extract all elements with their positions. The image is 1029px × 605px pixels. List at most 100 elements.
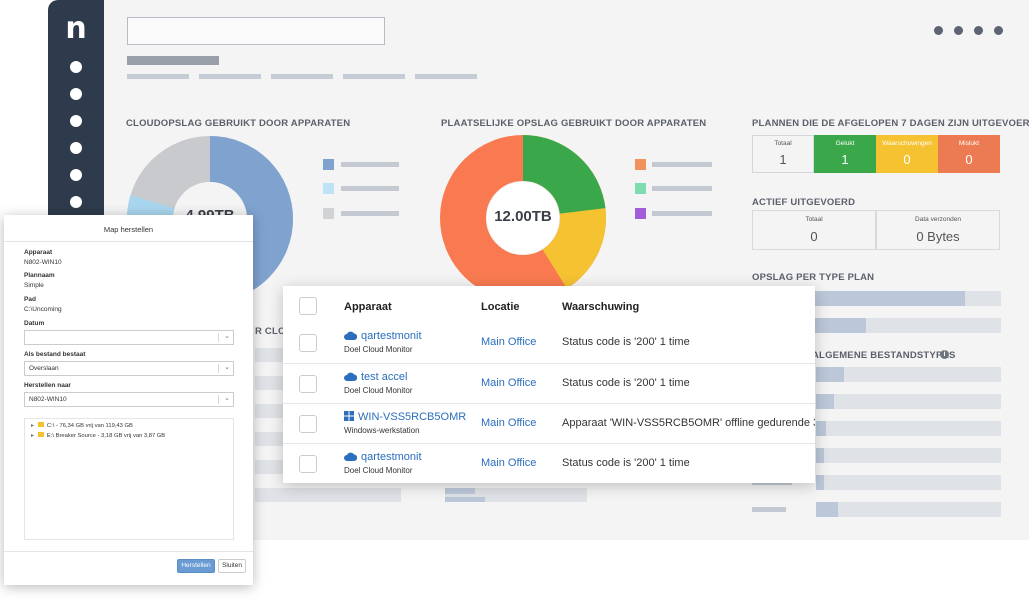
if-exists-select[interactable]: Overslaan ⌄ xyxy=(24,361,234,376)
bar-track xyxy=(255,432,283,446)
legend-swatch xyxy=(323,183,334,194)
chevron-down-icon: ⌄ xyxy=(224,395,230,402)
active-total-label: Totaal xyxy=(805,216,823,223)
plans-success-label: Gelukt xyxy=(835,140,855,147)
bar-fill xyxy=(445,497,485,502)
table-row[interactable]: qartestmonit Doel Cloud Monitor Main Off… xyxy=(283,443,815,483)
bar-track xyxy=(816,502,1001,517)
if-exists-value: Overslaan xyxy=(29,365,59,372)
tab-placeholder[interactable] xyxy=(343,74,405,79)
file-types-title: ALGEMENE BESTANDSTYPES xyxy=(812,350,956,361)
bar-fill xyxy=(816,394,834,409)
windows-icon xyxy=(344,411,354,424)
location-link[interactable]: Main Office xyxy=(481,377,537,389)
legend-swatch xyxy=(635,208,646,219)
tree-item[interactable]: ▸ E:\ Breaker Source - 3,18 GB vrij van 3… xyxy=(31,432,165,439)
plans-total-label: Totaal xyxy=(774,140,792,147)
row-checkbox[interactable] xyxy=(299,455,317,473)
restore-to-label: Herstellen naar xyxy=(24,382,71,389)
restore-to-select[interactable]: N802-WIN10 ⌄ xyxy=(24,392,234,407)
expand-arrow-icon[interactable]: ▸ xyxy=(31,423,34,429)
device-link[interactable]: qartestmonit xyxy=(344,330,422,343)
bar-track xyxy=(255,376,283,390)
column-header-device[interactable]: Apparaat xyxy=(344,301,392,313)
search-input[interactable] xyxy=(127,17,385,45)
bar-track xyxy=(255,404,283,418)
path-label: Pad xyxy=(24,296,36,303)
nav-item-1[interactable] xyxy=(70,61,82,73)
nav-item-4[interactable] xyxy=(70,142,82,154)
device-value: N802-WIN10 xyxy=(24,259,62,266)
active-total: Totaal 0 xyxy=(752,210,876,250)
legend-placeholder xyxy=(652,186,712,191)
date-select[interactable]: ⌄ xyxy=(24,330,234,345)
tree-item-label: C:\ - 76,34 GB vrij van 119,43 GB xyxy=(46,423,133,429)
legend-swatch xyxy=(323,208,334,219)
plans-failed[interactable]: Mislukt 0 xyxy=(938,135,1000,173)
tab-placeholder[interactable] xyxy=(199,74,261,79)
tab-placeholder[interactable] xyxy=(415,74,477,79)
info-icon[interactable]: i xyxy=(940,350,949,359)
column-header-warning[interactable]: Waarschuwing xyxy=(562,301,640,313)
bar-track xyxy=(816,448,1001,463)
tab-placeholder[interactable] xyxy=(271,74,333,79)
restore-button[interactable]: Herstellen xyxy=(177,559,215,573)
active-data-sent-label: Data verzonden xyxy=(915,216,961,223)
bar-fill xyxy=(445,488,475,494)
storage-by-type-title: OPSLAG PER TYPE PLAN xyxy=(752,272,875,283)
nav-item-5[interactable] xyxy=(70,169,82,181)
logo: n xyxy=(65,11,87,46)
plans-success[interactable]: Gelukt 1 xyxy=(814,135,876,173)
device-link[interactable]: WIN-VSS5RCB5OMR xyxy=(344,411,466,424)
plans-warnings[interactable]: Waarschuwingen 0 xyxy=(876,135,938,173)
device-name: qartestmonit xyxy=(361,451,422,463)
nav-item-6[interactable] xyxy=(70,196,82,208)
local-total-label: 12.00TB xyxy=(494,208,552,225)
if-exists-label: Als bestand bestaat xyxy=(24,351,86,358)
plans-title: PLANNEN DIE DE AFGELOPEN 7 DAGEN ZIJN UI… xyxy=(752,118,1029,129)
nav-item-2[interactable] xyxy=(70,88,82,100)
row-label-placeholder xyxy=(752,507,786,512)
device-type: Doel Cloud Monitor xyxy=(344,386,413,395)
tree-item[interactable]: ▸ C:\ - 76,34 GB vrij van 119,43 GB xyxy=(31,422,133,429)
folder-tree: ▸ C:\ - 76,34 GB vrij van 119,43 GB ▸ E:\ … xyxy=(24,418,234,540)
legend-placeholder xyxy=(341,211,399,216)
row-checkbox[interactable] xyxy=(299,334,317,352)
device-link[interactable]: qartestmonit xyxy=(344,451,422,464)
divider xyxy=(4,241,253,242)
table-row[interactable]: WIN-VSS5RCB5OMR Windows-werkstation Main… xyxy=(283,403,815,443)
device-type: Doel Cloud Monitor xyxy=(344,466,413,475)
expand-arrow-icon[interactable]: ▸ xyxy=(31,433,34,439)
active-data-sent: Data verzonden 0 Bytes xyxy=(876,210,1000,250)
nav-item-3[interactable] xyxy=(70,115,82,127)
legend-placeholder xyxy=(652,162,712,167)
row-checkbox[interactable] xyxy=(299,375,317,393)
column-header-location[interactable]: Locatie xyxy=(481,301,520,313)
folder-icon xyxy=(37,422,44,427)
plans-warnings-value: 0 xyxy=(903,152,911,167)
legend-swatch xyxy=(323,159,334,170)
restore-to-value: N802-WIN10 xyxy=(29,396,67,403)
date-label: Datum xyxy=(24,320,45,327)
bar-track xyxy=(816,475,1001,490)
table-row[interactable]: qartestmonit Doel Cloud Monitor Main Off… xyxy=(283,323,815,363)
active-total-value: 0 xyxy=(810,229,818,244)
local-storage-title: PLAATSELIJKE OPSLAG GEBRUIKT DOOR APPARA… xyxy=(441,118,707,129)
path-value: C:\Uncoming xyxy=(24,306,62,313)
active-data-sent-value: 0 Bytes xyxy=(916,229,960,244)
select-all-checkbox[interactable] xyxy=(299,297,317,315)
more-menu-icon[interactable] xyxy=(934,26,1014,36)
device-link[interactable]: test accel xyxy=(344,371,407,384)
tab-placeholder[interactable] xyxy=(127,74,189,79)
device-type: Windows-werkstation xyxy=(344,426,420,435)
row-checkbox[interactable] xyxy=(299,415,317,433)
bar-track xyxy=(816,421,1001,436)
location-link[interactable]: Main Office xyxy=(481,417,537,429)
close-button[interactable]: Sluiten xyxy=(218,559,246,573)
plans-total[interactable]: Totaal 1 xyxy=(752,135,814,173)
location-link[interactable]: Main Office xyxy=(481,336,537,348)
location-link[interactable]: Main Office xyxy=(481,457,537,469)
table-row[interactable]: test accel Doel Cloud Monitor Main Offic… xyxy=(283,363,815,403)
cloud-icon xyxy=(344,331,358,343)
device-type: Doel Cloud Monitor xyxy=(344,345,413,354)
